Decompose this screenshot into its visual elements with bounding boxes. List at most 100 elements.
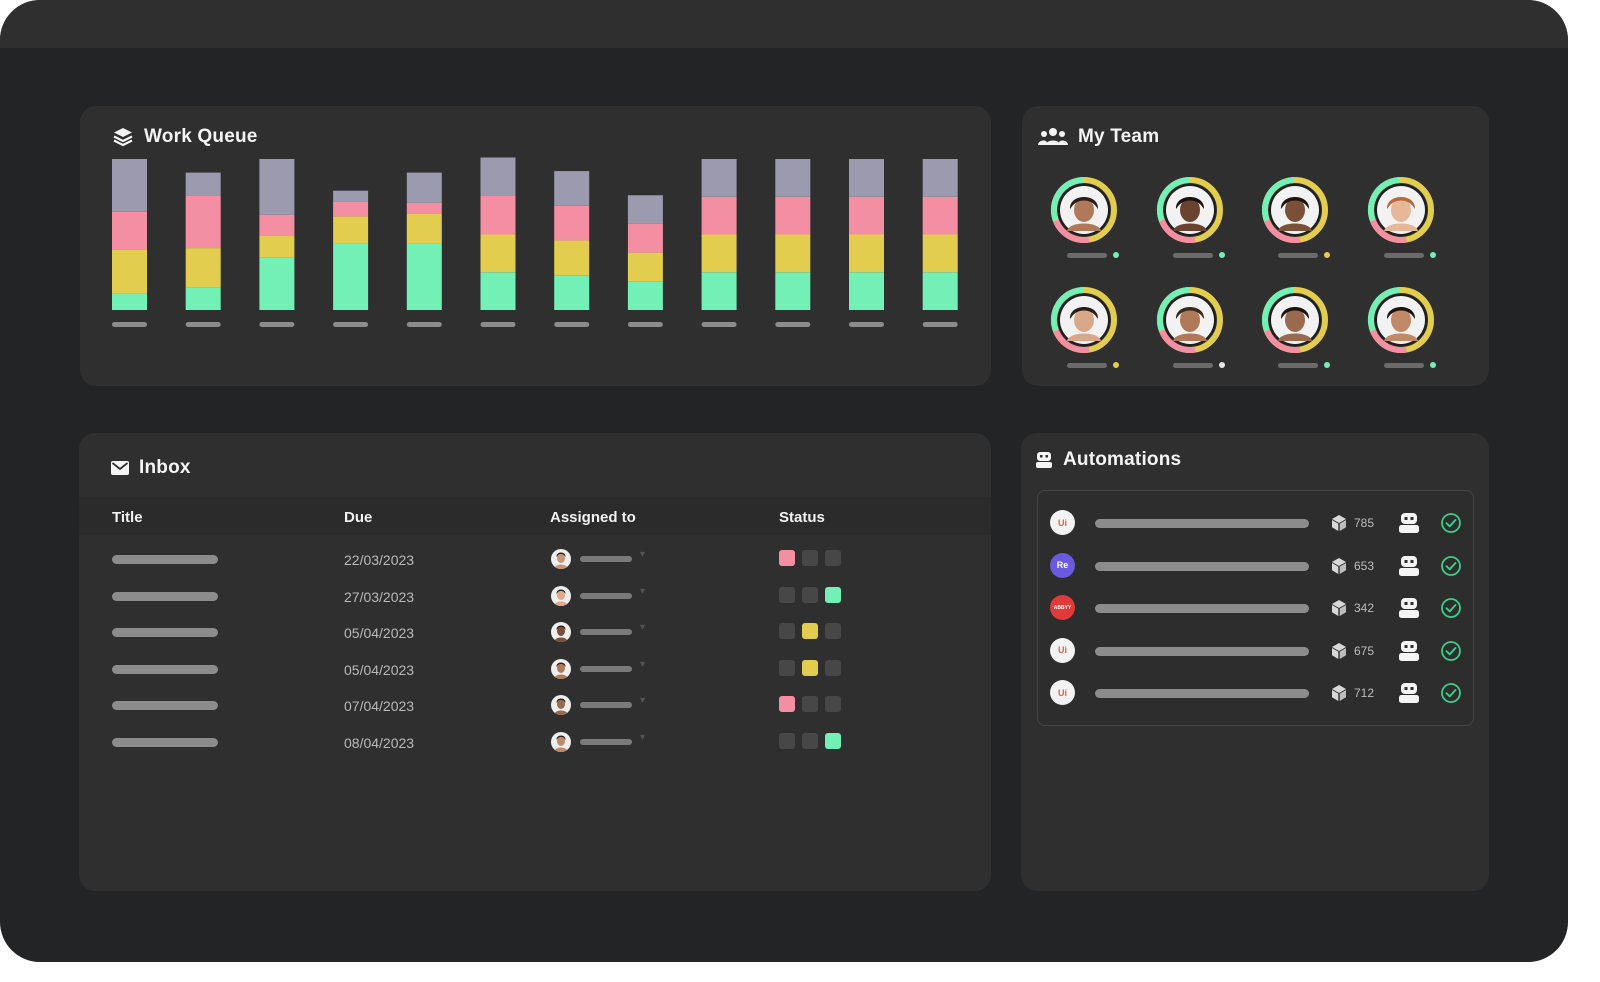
team-member[interactable] (1145, 165, 1235, 265)
queue-bar-segment (259, 214, 295, 237)
automation-row[interactable]: Ui 675 (1038, 631, 1473, 671)
queue-bar-segment (554, 205, 590, 241)
queue-bar-segment (185, 287, 221, 310)
queue-bar[interactable] (775, 159, 811, 327)
team-member[interactable] (1039, 165, 1129, 265)
member-status-dot (1218, 252, 1225, 258)
robot-icon (1399, 513, 1419, 533)
chevron-down-icon[interactable]: ▾ (640, 695, 646, 707)
column-header-due[interactable]: Due (344, 509, 373, 526)
queue-bar[interactable] (259, 159, 295, 327)
queue-bar[interactable] (922, 159, 958, 327)
queue-bar-segment (554, 240, 590, 276)
app-logo-icon: Ui (1050, 637, 1075, 663)
automation-name-placeholder (1095, 604, 1309, 613)
chevron-down-icon[interactable]: ▾ (640, 732, 646, 743)
team-member[interactable] (1356, 165, 1446, 265)
automation-row[interactable]: Ui 785 (1038, 503, 1473, 543)
check-circle-icon[interactable] (1440, 682, 1462, 704)
member-name-placeholder (1383, 363, 1424, 368)
robot-icon (1399, 555, 1419, 576)
team-member[interactable] (1250, 165, 1340, 265)
queue-bar-label (701, 322, 737, 327)
table-row[interactable]: 05/04/2023 ▾ (79, 615, 991, 651)
chevron-down-icon[interactable]: ▾ (640, 622, 646, 634)
check-circle-icon[interactable] (1440, 512, 1462, 534)
column-header-title[interactable]: Title (112, 509, 143, 526)
member-status-dot (1113, 252, 1119, 258)
inbox-title: Inbox (139, 457, 191, 478)
status-indicator[interactable] (779, 733, 841, 749)
team-member[interactable] (1039, 275, 1129, 375)
status-square (779, 733, 795, 749)
table-row[interactable]: 05/04/2023 ▾ (79, 652, 991, 688)
queue-bar-segment (849, 234, 884, 273)
member-avatar (1051, 287, 1117, 353)
status-indicator[interactable] (779, 696, 841, 713)
table-row[interactable]: 08/04/2023 ▾ (79, 725, 991, 761)
app-logo-text: ABBYY (1053, 604, 1072, 611)
automation-row[interactable]: Re 653 (1038, 546, 1473, 586)
queue-bar[interactable] (701, 159, 737, 327)
member-avatar (1051, 177, 1117, 243)
table-row[interactable]: 27/03/2023 ▾ (79, 579, 991, 615)
robot-icon (1399, 683, 1419, 703)
queue-bar[interactable] (554, 171, 590, 327)
status-square (825, 659, 841, 676)
status-indicator[interactable] (779, 550, 841, 566)
queue-bar-segment (627, 281, 663, 310)
automation-row[interactable]: Ui 712 (1038, 673, 1473, 713)
team-member[interactable] (1145, 275, 1235, 375)
status-indicator[interactable] (779, 659, 841, 676)
chevron-down-icon[interactable]: ▾ (640, 585, 646, 597)
column-header-status[interactable]: Status (779, 509, 825, 526)
status-square (802, 696, 818, 713)
team-title: My Team (1078, 126, 1160, 147)
robot-icon (1399, 640, 1419, 661)
window-titlebar (0, 0, 1568, 48)
member-avatar (1156, 177, 1223, 243)
queue-bar[interactable] (406, 172, 442, 327)
queue-bar-segment (775, 272, 811, 310)
automations-list: Ui 785 Re 653 ABBYY 342 Ui 675 Ui 712 (1037, 490, 1474, 726)
column-header-assigned[interactable]: Assigned to (550, 509, 636, 526)
check-circle-icon[interactable] (1440, 555, 1462, 577)
table-row[interactable]: 07/04/2023 ▾ (79, 688, 991, 724)
check-circle-icon[interactable] (1440, 597, 1462, 619)
inbox-header: Inbox (111, 457, 191, 479)
queue-bar-label (922, 322, 958, 327)
work-queue-chart (112, 157, 958, 327)
assignee-avatar (551, 585, 571, 606)
queue-bar[interactable] (112, 159, 147, 327)
queue-bar-label (480, 322, 516, 327)
package-icon (1332, 515, 1346, 531)
automation-row[interactable]: ABBYY 342 (1038, 588, 1473, 628)
team-member[interactable] (1356, 275, 1446, 375)
queue-bar[interactable] (849, 159, 884, 327)
queue-bar[interactable] (627, 195, 663, 327)
member-status-dot (1218, 362, 1225, 368)
status-indicator[interactable] (779, 623, 841, 640)
package-icon (1332, 642, 1346, 659)
team-member[interactable] (1250, 275, 1340, 375)
check-circle-icon[interactable] (1440, 640, 1462, 662)
chevron-down-icon[interactable]: ▾ (640, 658, 646, 670)
row-title-placeholder (112, 591, 218, 601)
queue-bar-segment (922, 196, 958, 235)
robot-icon (1036, 452, 1052, 468)
table-row[interactable]: 22/03/2023 ▾ (79, 542, 991, 578)
app-logo-icon: Re (1050, 552, 1075, 578)
queue-bar-segment (333, 201, 369, 217)
status-indicator[interactable] (779, 586, 841, 603)
row-due-date: 08/04/2023 (344, 735, 415, 751)
queue-bar-segment (849, 159, 884, 197)
member-status-dot (1429, 362, 1436, 368)
queue-bar-segment (406, 213, 442, 244)
queue-bar[interactable] (333, 190, 369, 327)
queue-bar[interactable] (480, 157, 516, 327)
queue-bar[interactable] (185, 172, 221, 327)
chevron-down-icon[interactable]: ▾ (640, 549, 646, 560)
queue-bar-segment (406, 243, 442, 310)
team-icon (1038, 128, 1068, 145)
status-square (825, 623, 841, 640)
